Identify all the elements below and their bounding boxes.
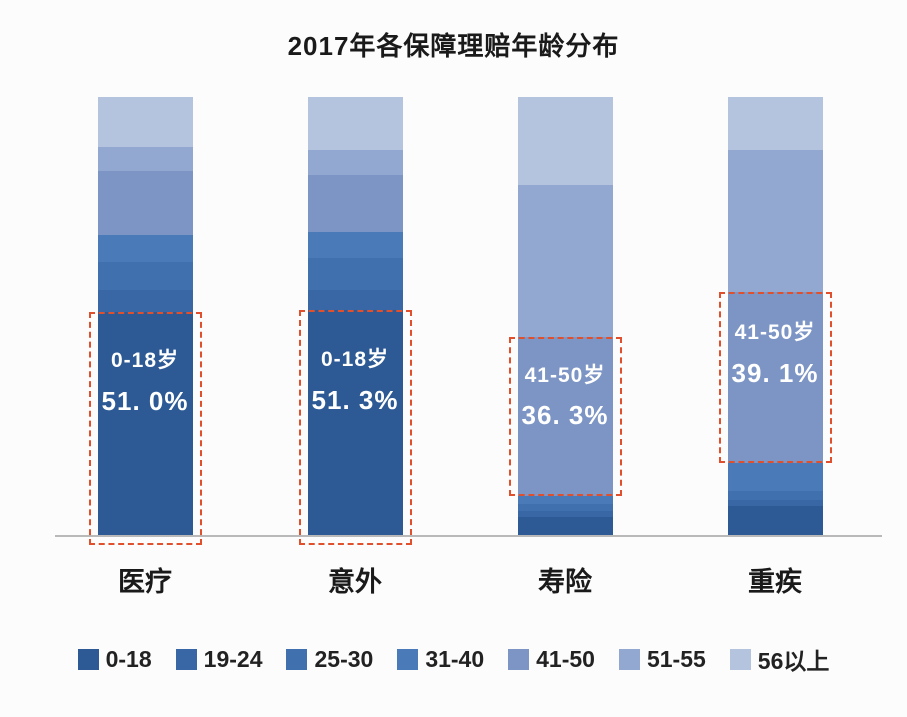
annotation-age-range: 41-50岁 <box>734 321 816 345</box>
bar-segment-19-24 <box>727 499 823 507</box>
bar-segment-51-55 <box>727 149 823 292</box>
stacked-bar-重疾 <box>727 97 823 535</box>
legend-item-25-30: 25-30 <box>286 646 373 673</box>
legend-item-0-18: 0-18 <box>77 645 152 673</box>
chart-title: 2017年各保障理赔年龄分布 <box>287 31 620 61</box>
bar-segment-0-18 <box>727 506 823 535</box>
legend-swatch-0-18 <box>77 648 99 670</box>
stacked-bar-寿险 <box>517 97 613 535</box>
bar-segment-25-30 <box>727 491 823 500</box>
annotation-age-range: 0-18岁 <box>110 349 180 373</box>
bar-segment-56以上 <box>307 97 403 151</box>
annotation-percentage: 51. 3% <box>311 384 399 415</box>
bar-segment-56以上 <box>97 97 193 148</box>
legend-label-51-55: 51-55 <box>646 645 706 672</box>
bar-segment-51-55 <box>97 147 193 172</box>
legend-swatch-56以上 <box>729 648 751 670</box>
legend-swatch-25-30 <box>286 648 308 670</box>
bar-segment-41-50 <box>517 336 613 496</box>
bar-segment-31-40 <box>97 234 193 262</box>
annotation-percentage: 36. 3% <box>521 400 609 431</box>
legend-label-56以上: 56以上 <box>757 648 830 674</box>
legend-item-41-50: 41-50 <box>508 646 595 673</box>
category-label-重疾: 重疾 <box>748 567 802 597</box>
legend-swatch-31-40 <box>397 648 419 670</box>
legend-item-51-55: 51-55 <box>618 645 706 673</box>
annotation-percentage: 39. 1% <box>731 357 819 388</box>
legend-label-41-50: 41-50 <box>536 645 595 672</box>
highlight-box-医疗 <box>88 311 202 545</box>
annotation-age-range: 0-18岁 <box>320 348 390 372</box>
bar-segment-41-50 <box>307 175 403 233</box>
annotation-寿险: 41-50岁 36. 3% <box>522 362 609 433</box>
legend-item-56以上: 56以上 <box>729 642 830 676</box>
annotation-医疗: 0-18岁 51. 0% <box>102 347 189 418</box>
category-label-寿险: 寿险 <box>538 567 592 597</box>
legend-label-19-24: 19-24 <box>203 645 263 672</box>
bar-segment-0-18 <box>97 311 193 535</box>
bar-segment-19-24 <box>517 510 613 518</box>
legend-label-31-40: 31-40 <box>425 645 485 672</box>
bar-segment-56以上 <box>727 97 823 150</box>
category-label-医疗: 医疗 <box>118 567 172 597</box>
bar-segment-51-55 <box>307 150 403 176</box>
bar-segment-31-40 <box>517 495 613 505</box>
legend-label-0-18: 0-18 <box>105 645 152 672</box>
bar-segment-19-24 <box>97 289 193 312</box>
bar-segment-25-30 <box>307 258 403 291</box>
category-labels: 医疗 意外 寿险 重疾 <box>55 560 882 600</box>
bar-segment-56以上 <box>517 97 613 185</box>
bar-segment-25-30 <box>517 504 613 511</box>
bar-segment-19-24 <box>307 290 403 311</box>
bar-segment-25-30 <box>97 261 193 290</box>
bar-segment-0-18 <box>517 517 613 535</box>
bar-segment-51-55 <box>517 184 613 337</box>
highlight-box-寿险 <box>508 336 622 496</box>
bar-segment-0-18 <box>307 310 403 535</box>
bar-segment-41-50 <box>97 171 193 235</box>
annotation-percentage: 51. 0% <box>101 385 189 416</box>
legend-swatch-19-24 <box>175 648 197 670</box>
legend-item-19-24: 19-24 <box>175 645 263 673</box>
highlight-box-重疾 <box>718 291 832 464</box>
legend-swatch-41-50 <box>508 648 530 670</box>
plot-area: 0-18岁 51. 0% 0-18岁 51. 3% 41-50岁 36. 3% 41-50岁… <box>55 97 882 545</box>
bar-segment-41-50 <box>727 291 823 464</box>
category-label-意外: 意外 <box>328 567 382 597</box>
legend-item-31-40: 31-40 <box>397 646 484 673</box>
legend-label-25-30: 25-30 <box>314 645 374 672</box>
x-axis-line <box>55 535 882 537</box>
stacked-bar-医疗 <box>97 97 193 535</box>
legend: 0-18 19-24 25-30 31-40 41-50 51-55 56以上 <box>0 642 907 676</box>
bar-segment-31-40 <box>727 463 823 492</box>
annotation-age-range: 41-50岁 <box>524 364 606 388</box>
annotation-意外: 0-18岁 51. 3% <box>312 346 399 417</box>
legend-swatch-51-55 <box>618 648 640 670</box>
stacked-bar-意外 <box>307 97 403 535</box>
highlight-box-意外 <box>298 310 412 545</box>
annotation-重疾: 41-50岁 39. 1% <box>732 319 819 390</box>
bar-segment-31-40 <box>307 232 403 259</box>
